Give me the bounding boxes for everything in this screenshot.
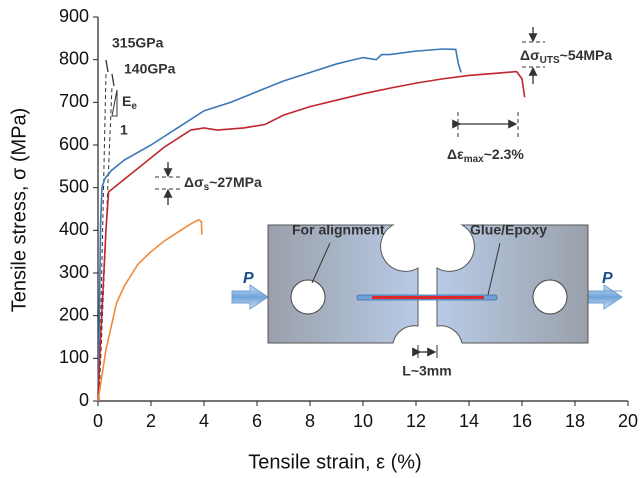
annotation: Δεmax~2.3% [447, 146, 524, 165]
y-tick-label: 800 [59, 48, 89, 68]
annotation: e [131, 101, 137, 112]
specimen-plate [436, 224, 589, 344]
annotation: s [204, 182, 210, 193]
annotation: Δσ [184, 174, 204, 190]
slope-triangle [111, 89, 118, 117]
x-tick-label: 10 [353, 411, 373, 431]
annotation: 140GPa [124, 61, 176, 77]
x-tick-label: 4 [199, 411, 209, 431]
annotation: 1 [120, 122, 128, 138]
alignment-hole [290, 279, 326, 315]
data-line [97, 48, 462, 402]
inset-diagram: For alignment Glue/Epoxy P P L~3mm [231, 222, 623, 379]
inset-label: For alignment [292, 222, 385, 238]
load-label: P [602, 270, 613, 287]
load-arrow [231, 284, 269, 310]
annotation: Ee [122, 93, 137, 112]
y-tick-label: 500 [59, 176, 89, 196]
annotation: ~54MPa [560, 47, 613, 63]
x-tick-label: 12 [406, 411, 426, 431]
annotation: ~27MPa [209, 174, 262, 190]
load-label: P [243, 270, 254, 287]
load-arrow [587, 284, 623, 310]
annotation: ~2.3% [484, 146, 525, 162]
alignment-hole [532, 279, 568, 315]
annotations: 315GPa 140GPa Ee 1 ΔσUTS~54MPa Δεmax~2.3… [98, 27, 612, 401]
x-tick-label: 6 [252, 411, 262, 431]
x-tick-label: 16 [512, 411, 532, 431]
leader-line [105, 59, 109, 73]
x-tick-label: 20 [618, 411, 638, 431]
y-tick-label: 600 [59, 134, 89, 154]
inset-label: Glue/Epoxy [470, 222, 547, 238]
leader-line [111, 73, 115, 87]
specimen-plate [267, 224, 419, 344]
annotation: UTS [540, 55, 560, 66]
modulus-line [98, 71, 107, 401]
y-tick-label: 300 [59, 262, 89, 282]
x-axis-label: Tensile strain, ε (%) [248, 451, 421, 473]
data-line [97, 70, 526, 402]
y-tick-label: 700 [59, 91, 89, 111]
y-axis-label: Tensile stress, σ (MPa) [8, 108, 30, 313]
y-tick-label: 100 [59, 347, 89, 367]
annotation: Δε [447, 146, 464, 162]
annotation: 315GPa [112, 35, 164, 51]
annotation: Δσ [520, 47, 540, 63]
y-tick-label: 200 [59, 304, 89, 324]
annotation: max [464, 154, 484, 165]
annotation: E [122, 93, 131, 109]
y-tick-label: 900 [59, 6, 89, 26]
y-tick-label: 400 [59, 219, 89, 239]
y-tick-label: 0 [79, 390, 89, 410]
annotation: ΔσUTS~54MPa [520, 47, 612, 66]
annotation: Δσs~27MPa [184, 174, 262, 193]
leader-line [311, 242, 331, 284]
x-tick-label: 14 [459, 411, 479, 431]
leader-line [487, 242, 501, 296]
x-tick-label: 18 [565, 411, 585, 431]
inset-label: L~3mm [402, 363, 451, 379]
x-tick-label: 0 [93, 411, 103, 431]
data-line [97, 218, 203, 402]
x-tick-label: 8 [305, 411, 315, 431]
x-tick-label: 2 [146, 411, 156, 431]
